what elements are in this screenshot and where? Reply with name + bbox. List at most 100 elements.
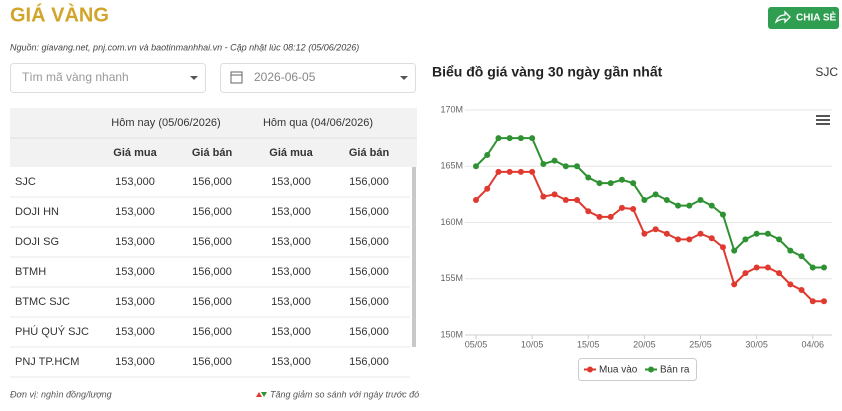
data-point <box>719 211 726 218</box>
row-name: PHÚ QUÝ SJC <box>15 325 89 338</box>
data-point <box>764 264 771 271</box>
data-point <box>551 191 558 198</box>
data-point <box>663 230 670 237</box>
price-cell: 153,000 <box>271 236 311 248</box>
legend-box <box>578 358 697 381</box>
data-point <box>821 264 827 271</box>
share-icon <box>774 10 791 24</box>
data-point <box>484 152 491 158</box>
column-header: Giá mua <box>269 147 313 159</box>
price-cell: 153,000 <box>271 206 311 218</box>
price-cell: 156,000 <box>192 236 232 248</box>
legend-marker <box>648 366 654 373</box>
data-point <box>641 197 648 203</box>
price-cell: 156,000 <box>192 326 232 338</box>
row-name: BTMH <box>15 266 46 278</box>
price-cell: 153,000 <box>115 206 155 218</box>
price-cell: 156,000 <box>349 176 389 188</box>
x-tick-label: 30/05 <box>745 339 768 349</box>
price-cell: 156,000 <box>349 266 389 278</box>
legend-marker <box>587 366 593 373</box>
data-point <box>585 208 592 215</box>
x-tick-label: 25/05 <box>689 339 712 349</box>
chart-menu[interactable] <box>816 115 830 125</box>
data-point <box>652 191 659 198</box>
data-point <box>708 235 715 242</box>
data-point <box>753 264 760 271</box>
price-cell: 156,000 <box>192 206 232 218</box>
data-point <box>473 163 479 170</box>
date-value: 2026-06-05 <box>254 70 316 84</box>
data-point <box>495 168 502 175</box>
data-point <box>506 168 513 175</box>
price-cell: 156,000 <box>192 266 232 278</box>
data-point <box>742 236 749 243</box>
unit-note: Đơn vị: nghìn đồng/lượng <box>10 389 112 399</box>
data-point <box>675 236 682 243</box>
data-point <box>630 206 637 212</box>
data-point <box>607 180 614 187</box>
price-cell: 153,000 <box>115 296 155 308</box>
x-tick-label: 10/05 <box>521 339 544 349</box>
data-point <box>652 226 659 233</box>
price-cell: 156,000 <box>349 296 389 308</box>
legend-label[interactable]: Bán ra <box>660 365 690 376</box>
data-point <box>529 168 536 175</box>
data-point <box>540 161 547 167</box>
share-label: CHIA SẺ <box>796 11 837 24</box>
y-tick-label: 160M <box>440 217 463 227</box>
up-icon <box>256 392 262 397</box>
price-cell: 153,000 <box>115 236 155 248</box>
down-icon <box>261 392 267 397</box>
data-point <box>529 135 536 142</box>
column-header: Giá mua <box>113 147 157 159</box>
y-tick-label: 155M <box>440 273 463 283</box>
data-point <box>585 174 592 181</box>
data-point <box>596 180 603 187</box>
data-point <box>484 185 491 192</box>
price-cell: 153,000 <box>271 266 311 278</box>
data-point <box>764 230 771 237</box>
price-cell: 153,000 <box>115 266 155 278</box>
page-title: GIÁ VÀNG <box>10 3 109 26</box>
x-tick-label: 15/05 <box>577 339 600 349</box>
change-note: Tăng giảm so sánh với ngày trước đó <box>270 389 419 399</box>
row-name: SJC <box>15 176 36 188</box>
price-cell: 156,000 <box>349 236 389 248</box>
data-point <box>708 202 715 209</box>
dropdown-arrow <box>190 76 198 80</box>
price-cell: 153,000 <box>115 326 155 338</box>
search-box[interactable] <box>10 63 206 93</box>
data-point <box>753 230 760 237</box>
data-point <box>798 253 805 260</box>
data-point <box>630 180 637 187</box>
column-header: Giá bán <box>349 147 390 159</box>
column-header: Giá bán <box>192 147 233 159</box>
data-point <box>551 157 558 164</box>
price-cell: 153,000 <box>115 176 155 188</box>
data-point <box>641 230 648 237</box>
data-point <box>618 176 625 183</box>
data-point <box>607 213 614 220</box>
price-cell: 156,000 <box>192 176 232 188</box>
data-point <box>675 202 682 209</box>
data-point <box>663 197 670 203</box>
data-point <box>562 197 569 203</box>
series-line <box>475 137 824 269</box>
data-point <box>574 197 581 203</box>
y-tick-label: 170M <box>440 104 463 114</box>
data-point <box>574 163 581 170</box>
data-point <box>787 247 794 254</box>
scrollbar[interactable] <box>412 167 416 347</box>
data-point <box>731 281 738 288</box>
data-point <box>686 202 693 209</box>
data-point <box>697 197 704 203</box>
date-picker[interactable] <box>220 63 416 93</box>
price-cell: 156,000 <box>192 296 232 308</box>
row-name: BTMC SJC <box>15 296 70 308</box>
data-point <box>697 230 704 237</box>
legend-label[interactable]: Mua vào <box>599 365 638 376</box>
row-name: PNJ TP.HCM <box>15 356 79 368</box>
data-point <box>506 135 513 142</box>
